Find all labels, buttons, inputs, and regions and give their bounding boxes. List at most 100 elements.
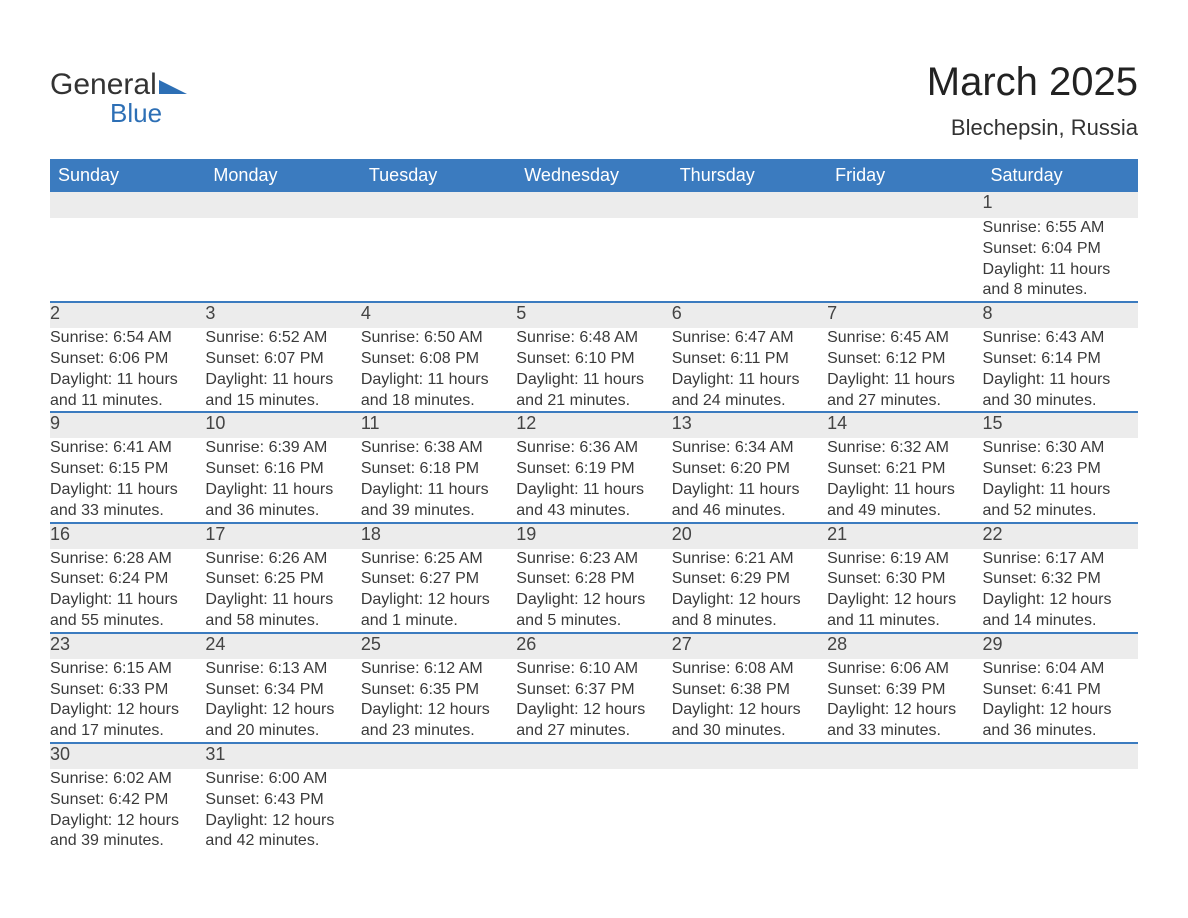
day-number-cell: 8	[983, 302, 1138, 328]
sunset-text: Sunset: 6:34 PM	[205, 680, 360, 701]
sunrise-text: Sunrise: 6:23 AM	[516, 549, 671, 570]
day-number-cell	[516, 743, 671, 769]
day-number-cell	[516, 192, 671, 218]
sunrise-text: Sunrise: 6:25 AM	[361, 549, 516, 570]
daylight-text-1: Daylight: 11 hours	[50, 480, 205, 501]
sunset-text: Sunset: 6:25 PM	[205, 569, 360, 590]
sunset-text: Sunset: 6:11 PM	[672, 349, 827, 370]
daylight-text-1: Daylight: 11 hours	[672, 480, 827, 501]
day-detail-cell	[827, 218, 982, 302]
day-number-cell: 30	[50, 743, 205, 769]
calendar-table: Sunday Monday Tuesday Wednesday Thursday…	[50, 159, 1138, 852]
daylight-text-1: Daylight: 12 hours	[827, 590, 982, 611]
day-number-cell	[827, 743, 982, 769]
day-detail-cell: Sunrise: 6:28 AMSunset: 6:24 PMDaylight:…	[50, 549, 205, 633]
daylight-text-2: and 15 minutes.	[205, 391, 360, 412]
daylight-text-1: Daylight: 11 hours	[983, 480, 1138, 501]
week-daynum-row: 1	[50, 192, 1138, 218]
sunset-text: Sunset: 6:23 PM	[983, 459, 1138, 480]
sunrise-text: Sunrise: 6:04 AM	[983, 659, 1138, 680]
sunset-text: Sunset: 6:12 PM	[827, 349, 982, 370]
daylight-text-2: and 46 minutes.	[672, 501, 827, 522]
daylight-text-1: Daylight: 12 hours	[361, 590, 516, 611]
sunrise-text: Sunrise: 6:10 AM	[516, 659, 671, 680]
daylight-text-1: Daylight: 11 hours	[361, 480, 516, 501]
daylight-text-2: and 33 minutes.	[827, 721, 982, 742]
day-detail-cell	[205, 218, 360, 302]
day-detail-cell: Sunrise: 6:04 AMSunset: 6:41 PMDaylight:…	[983, 659, 1138, 743]
week-detail-row: Sunrise: 6:55 AMSunset: 6:04 PMDaylight:…	[50, 218, 1138, 302]
sunrise-text: Sunrise: 6:13 AM	[205, 659, 360, 680]
daylight-text-2: and 17 minutes.	[50, 721, 205, 742]
daylight-text-2: and 30 minutes.	[672, 721, 827, 742]
week-detail-row: Sunrise: 6:41 AMSunset: 6:15 PMDaylight:…	[50, 438, 1138, 522]
sunset-text: Sunset: 6:35 PM	[361, 680, 516, 701]
logo-text-left: General	[50, 68, 157, 101]
sunset-text: Sunset: 6:06 PM	[50, 349, 205, 370]
daylight-text-1: Daylight: 12 hours	[672, 590, 827, 611]
sunset-text: Sunset: 6:27 PM	[361, 569, 516, 590]
day-detail-cell: Sunrise: 6:26 AMSunset: 6:25 PMDaylight:…	[205, 549, 360, 633]
day-detail-cell: Sunrise: 6:32 AMSunset: 6:21 PMDaylight:…	[827, 438, 982, 522]
day-number-cell: 25	[361, 633, 516, 659]
day-number-cell	[672, 192, 827, 218]
week-daynum-row: 16171819202122	[50, 523, 1138, 549]
day-number-cell: 17	[205, 523, 360, 549]
day-detail-cell: Sunrise: 6:06 AMSunset: 6:39 PMDaylight:…	[827, 659, 982, 743]
day-number-cell	[361, 192, 516, 218]
daylight-text-2: and 8 minutes.	[672, 611, 827, 632]
day-detail-cell	[361, 218, 516, 302]
daylight-text-2: and 43 minutes.	[516, 501, 671, 522]
day-detail-cell: Sunrise: 6:43 AMSunset: 6:14 PMDaylight:…	[983, 328, 1138, 412]
daylight-text-2: and 33 minutes.	[50, 501, 205, 522]
day-detail-cell: Sunrise: 6:12 AMSunset: 6:35 PMDaylight:…	[361, 659, 516, 743]
daylight-text-2: and 24 minutes.	[672, 391, 827, 412]
day-detail-cell	[672, 769, 827, 852]
day-detail-cell: Sunrise: 6:38 AMSunset: 6:18 PMDaylight:…	[361, 438, 516, 522]
day-number-cell: 2	[50, 302, 205, 328]
day-detail-cell: Sunrise: 6:39 AMSunset: 6:16 PMDaylight:…	[205, 438, 360, 522]
sunrise-text: Sunrise: 6:08 AM	[672, 659, 827, 680]
daylight-text-1: Daylight: 11 hours	[205, 590, 360, 611]
day-detail-cell	[50, 218, 205, 302]
daylight-text-1: Daylight: 11 hours	[50, 370, 205, 391]
day-detail-cell: Sunrise: 6:45 AMSunset: 6:12 PMDaylight:…	[827, 328, 982, 412]
calendar-header-row: Sunday Monday Tuesday Wednesday Thursday…	[50, 159, 1138, 192]
daylight-text-2: and 20 minutes.	[205, 721, 360, 742]
daylight-text-1: Daylight: 11 hours	[516, 480, 671, 501]
daylight-text-1: Daylight: 11 hours	[205, 370, 360, 391]
daylight-text-1: Daylight: 11 hours	[205, 480, 360, 501]
sunset-text: Sunset: 6:28 PM	[516, 569, 671, 590]
day-number-cell: 4	[361, 302, 516, 328]
dow-sunday: Sunday	[50, 159, 205, 192]
sunset-text: Sunset: 6:15 PM	[50, 459, 205, 480]
sunrise-text: Sunrise: 6:02 AM	[50, 769, 205, 790]
daylight-text-2: and 49 minutes.	[827, 501, 982, 522]
daylight-text-1: Daylight: 11 hours	[827, 480, 982, 501]
calendar-page: General Blue March 2025 Blechepsin, Russ…	[0, 0, 1188, 892]
day-number-cell: 18	[361, 523, 516, 549]
day-detail-cell	[516, 769, 671, 852]
day-detail-cell: Sunrise: 6:36 AMSunset: 6:19 PMDaylight:…	[516, 438, 671, 522]
daylight-text-2: and 11 minutes.	[50, 391, 205, 412]
sunrise-text: Sunrise: 6:19 AM	[827, 549, 982, 570]
header: General Blue March 2025 Blechepsin, Russ…	[50, 60, 1138, 141]
daylight-text-1: Daylight: 11 hours	[672, 370, 827, 391]
day-detail-cell: Sunrise: 6:50 AMSunset: 6:08 PMDaylight:…	[361, 328, 516, 412]
week-daynum-row: 2345678	[50, 302, 1138, 328]
dow-friday: Friday	[827, 159, 982, 192]
daylight-text-2: and 21 minutes.	[516, 391, 671, 412]
day-detail-cell: Sunrise: 6:48 AMSunset: 6:10 PMDaylight:…	[516, 328, 671, 412]
sunrise-text: Sunrise: 6:52 AM	[205, 328, 360, 349]
day-detail-cell: Sunrise: 6:55 AMSunset: 6:04 PMDaylight:…	[983, 218, 1138, 302]
day-detail-cell: Sunrise: 6:19 AMSunset: 6:30 PMDaylight:…	[827, 549, 982, 633]
daylight-text-1: Daylight: 12 hours	[983, 700, 1138, 721]
day-detail-cell	[516, 218, 671, 302]
sunrise-text: Sunrise: 6:30 AM	[983, 438, 1138, 459]
sunset-text: Sunset: 6:30 PM	[827, 569, 982, 590]
day-detail-cell: Sunrise: 6:47 AMSunset: 6:11 PMDaylight:…	[672, 328, 827, 412]
sunset-text: Sunset: 6:38 PM	[672, 680, 827, 701]
sunrise-text: Sunrise: 6:38 AM	[361, 438, 516, 459]
day-number-cell: 10	[205, 412, 360, 438]
day-detail-cell: Sunrise: 6:34 AMSunset: 6:20 PMDaylight:…	[672, 438, 827, 522]
